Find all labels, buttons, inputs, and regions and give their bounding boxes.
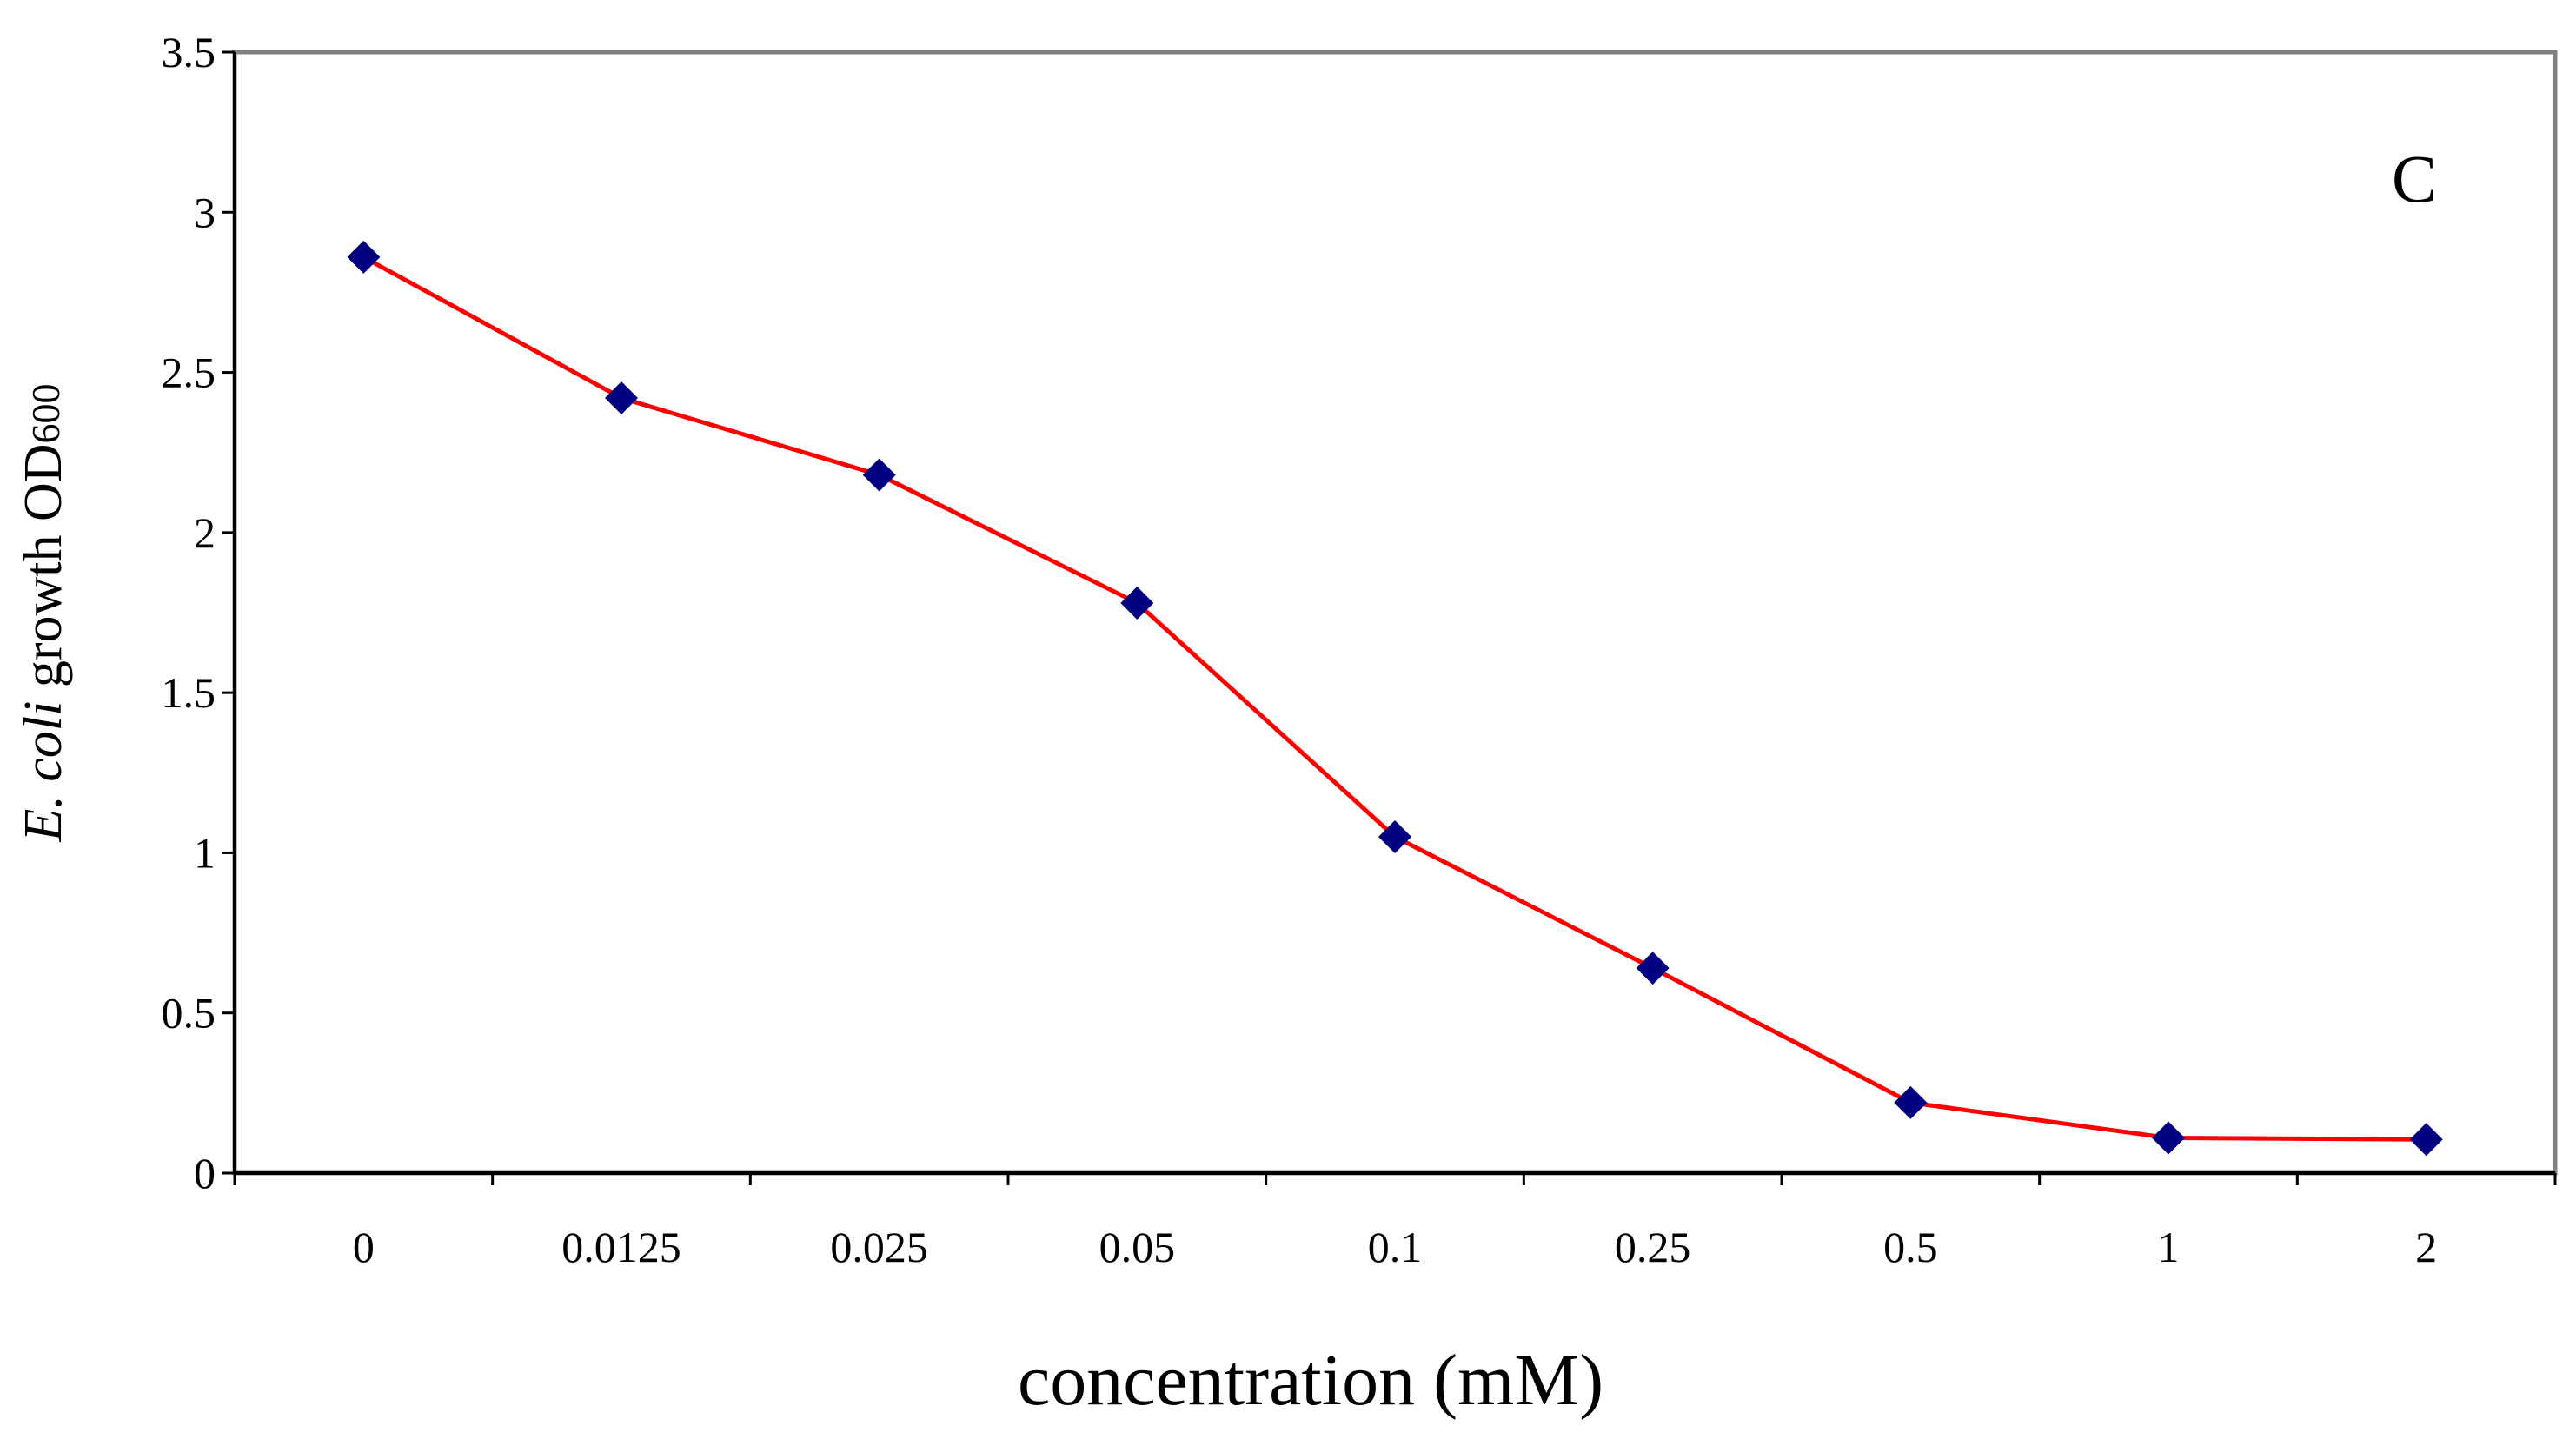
x-tick-label: 0.25 — [1615, 1223, 1691, 1271]
y-tick-label: 2.5 — [162, 348, 216, 397]
x-tick-label: 0.05 — [1099, 1223, 1176, 1271]
y-tick-label: 1 — [194, 828, 216, 877]
series-line — [362, 255, 2427, 1142]
data-point-0.05 — [1120, 586, 1154, 620]
x-axis-title: concentration (mM) — [1018, 1340, 1603, 1421]
data-point-0 — [347, 240, 381, 274]
plot-frame — [232, 50, 2558, 1176]
data-point-2 — [2409, 1123, 2443, 1157]
data-series — [347, 240, 2443, 1157]
data-point-1 — [2152, 1121, 2185, 1155]
panel-label: C — [2392, 141, 2437, 216]
y-axis-title-italic: E. coli — [14, 701, 73, 843]
y-axis-title-subscript: 600 — [23, 383, 68, 443]
x-tick-label: 2 — [2415, 1223, 2437, 1271]
data-point-0.1 — [1378, 820, 1411, 853]
data-point-0.025 — [862, 458, 896, 492]
x-tick-label: 0.1 — [1368, 1223, 1423, 1271]
y-tick-label: 3 — [194, 188, 216, 236]
y-tick-label: 3.5 — [162, 28, 216, 76]
x-tick-label: 0 — [353, 1223, 375, 1271]
y-axis-title: E. coli growth OD600 — [14, 383, 73, 842]
y-axis: 0 0.5 1 1.5 2 2.5 3 3.5 — [162, 28, 236, 1197]
y-axis-title-text: growth OD — [14, 443, 73, 700]
x-axis: 0 0.0125 0.025 0.05 0.1 0.25 0.5 1 2 — [233, 1171, 2557, 1271]
x-tick-label: 0.0125 — [561, 1223, 681, 1271]
data-point-0.0125 — [605, 381, 638, 415]
x-tick-label: 0.025 — [830, 1223, 928, 1271]
y-tick-label: 1.5 — [162, 668, 216, 717]
data-point-0.25 — [1636, 952, 1670, 985]
x-tick-label: 0.5 — [1883, 1223, 1938, 1271]
data-point-0.5 — [1894, 1085, 1928, 1119]
x-tick-label: 1 — [2158, 1223, 2180, 1271]
y-tick-label: 2 — [194, 508, 216, 557]
y-tick-label: 0.5 — [162, 989, 216, 1038]
y-tick-label: 0 — [194, 1149, 216, 1197]
